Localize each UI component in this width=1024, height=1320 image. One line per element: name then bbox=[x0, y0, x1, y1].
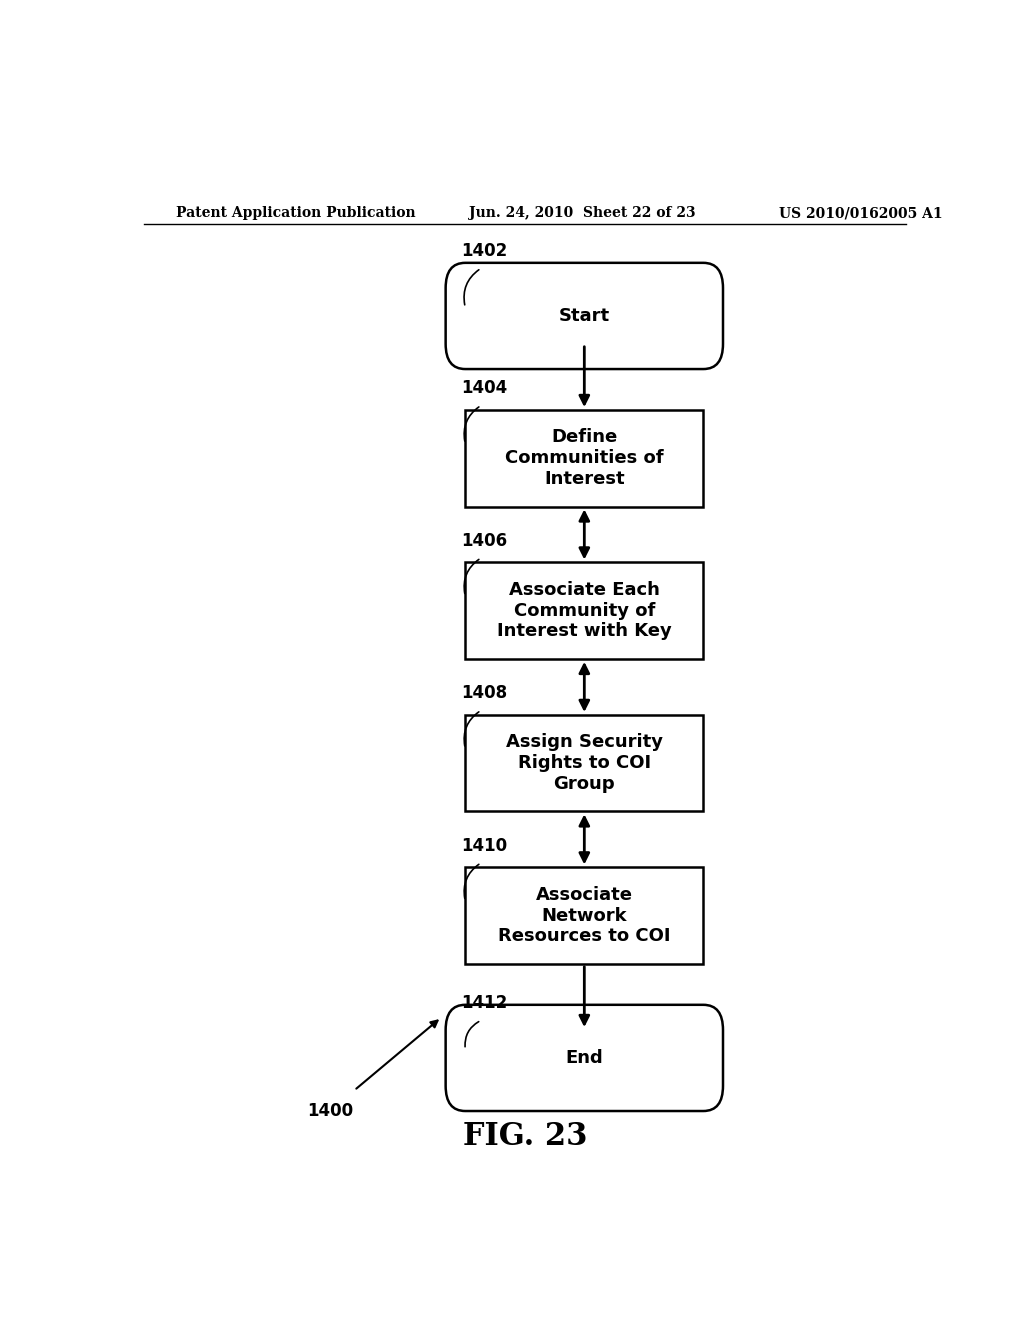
FancyBboxPatch shape bbox=[445, 1005, 723, 1111]
FancyBboxPatch shape bbox=[465, 562, 703, 659]
Text: 1412: 1412 bbox=[461, 994, 508, 1012]
Text: US 2010/0162005 A1: US 2010/0162005 A1 bbox=[778, 206, 942, 220]
FancyBboxPatch shape bbox=[465, 867, 703, 964]
Text: 1406: 1406 bbox=[461, 532, 508, 549]
FancyBboxPatch shape bbox=[465, 411, 703, 507]
Text: Define
Communities of
Interest: Define Communities of Interest bbox=[505, 429, 664, 488]
Text: End: End bbox=[565, 1049, 603, 1067]
Text: Associate Each
Community of
Interest with Key: Associate Each Community of Interest wit… bbox=[497, 581, 672, 640]
Text: Start: Start bbox=[559, 308, 610, 325]
Text: 1408: 1408 bbox=[461, 684, 508, 702]
Text: Assign Security
Rights to COI
Group: Assign Security Rights to COI Group bbox=[506, 734, 663, 793]
Text: 1402: 1402 bbox=[461, 242, 508, 260]
Text: Associate
Network
Resources to COI: Associate Network Resources to COI bbox=[498, 886, 671, 945]
FancyBboxPatch shape bbox=[445, 263, 723, 370]
Text: FIG. 23: FIG. 23 bbox=[463, 1121, 587, 1151]
Text: 1404: 1404 bbox=[461, 379, 508, 397]
FancyBboxPatch shape bbox=[465, 715, 703, 812]
Text: Jun. 24, 2010  Sheet 22 of 23: Jun. 24, 2010 Sheet 22 of 23 bbox=[469, 206, 696, 220]
Text: 1410: 1410 bbox=[461, 837, 508, 854]
Text: Patent Application Publication: Patent Application Publication bbox=[176, 206, 416, 220]
Text: 1400: 1400 bbox=[307, 1102, 353, 1119]
